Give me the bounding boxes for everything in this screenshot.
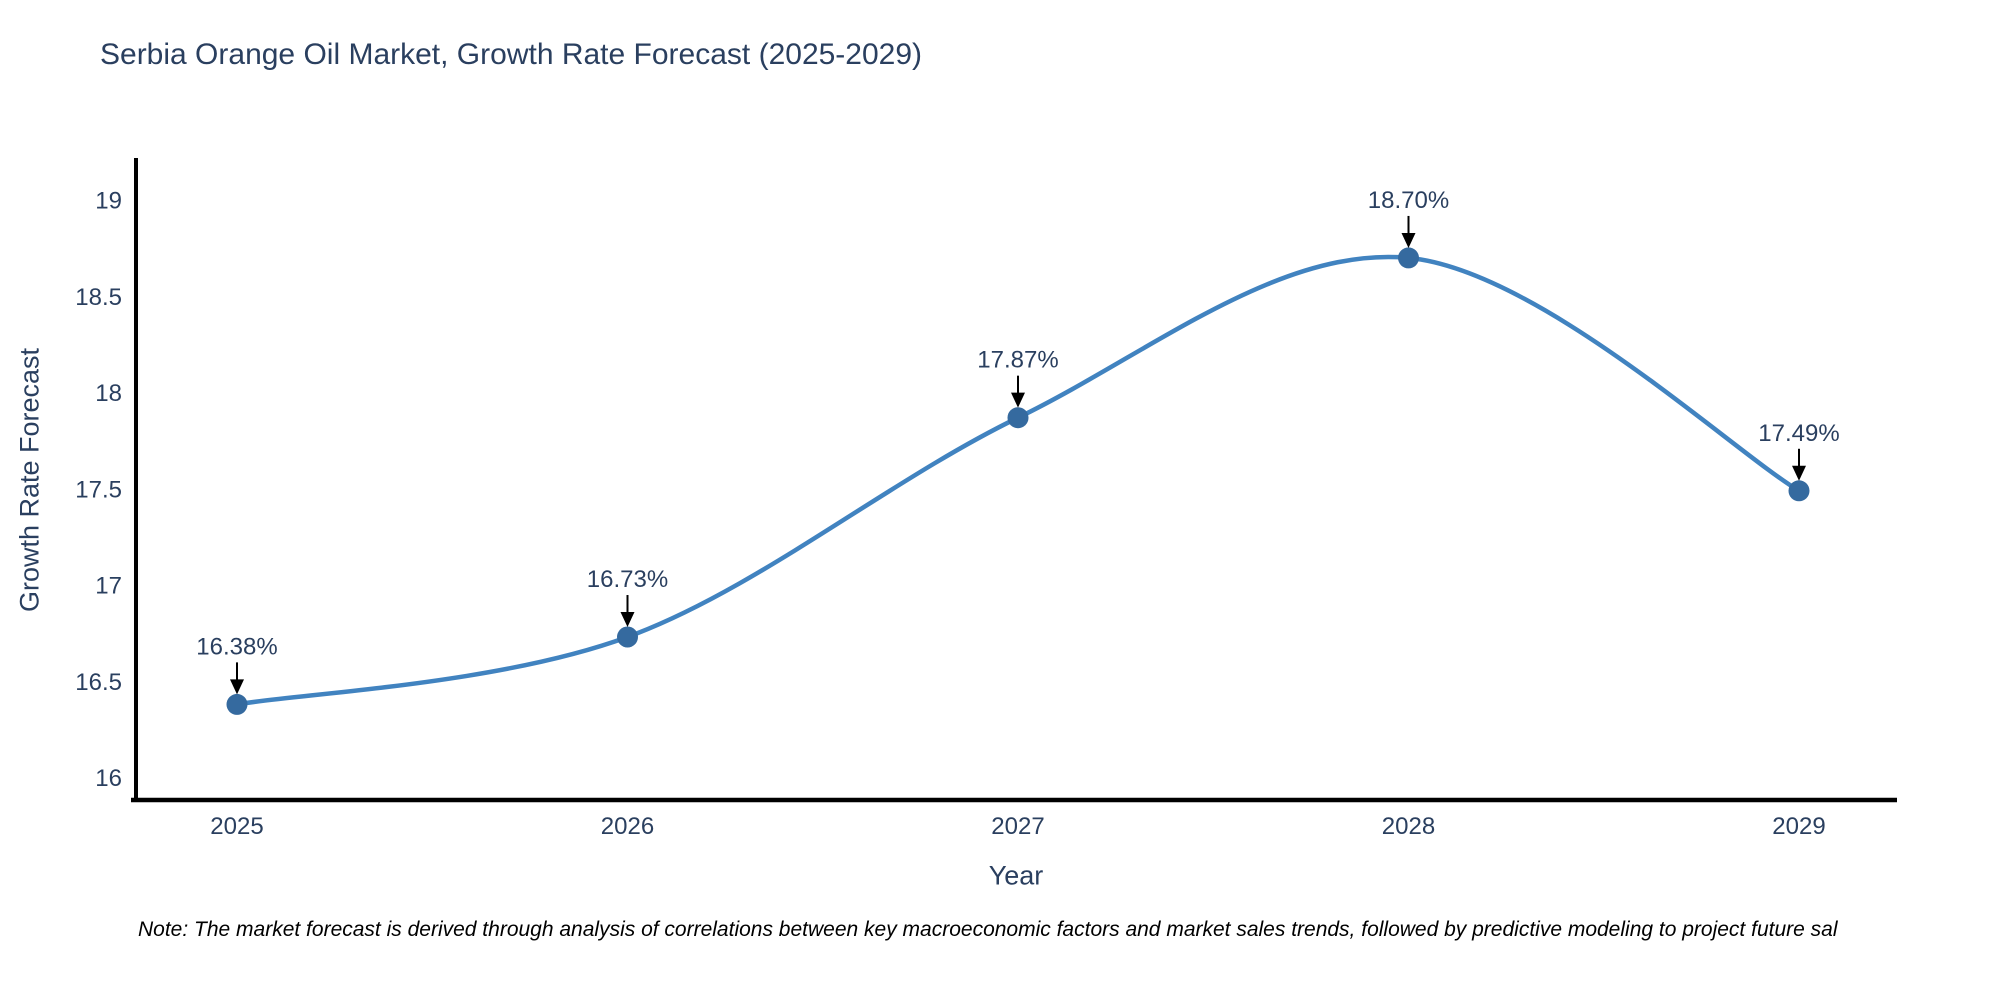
y-tick-label: 16 — [95, 765, 122, 792]
data-point-marker — [226, 693, 248, 715]
point-annotations: 16.38% 16.73% 17.87% 18.70% 17.49% — [196, 187, 1840, 695]
series-line — [234, 254, 1802, 707]
data-point-marker — [617, 626, 638, 648]
y-tick-labels: 16 16.5 17 17.5 18 18.5 19 — [75, 188, 122, 792]
annotation-arrowhead-icon — [1792, 465, 1806, 481]
annotation-arrowhead-icon — [1011, 392, 1025, 408]
point-value-label: 18.70% — [1368, 187, 1449, 214]
y-tick-label: 18.5 — [75, 284, 122, 311]
data-point-marker — [1788, 480, 1810, 502]
x-axis-title: Year — [988, 860, 1044, 891]
y-tick-label: 16.5 — [75, 669, 122, 696]
y-tick-label: 17.5 — [75, 476, 122, 503]
annotation-arrowhead-icon — [230, 679, 244, 695]
point-value-label: 16.38% — [196, 633, 277, 660]
x-tick-label: 2026 — [601, 813, 654, 840]
data-point-marker — [1398, 247, 1419, 269]
point-value-label: 17.49% — [1758, 420, 1839, 447]
annotation-arrowhead-icon — [620, 612, 635, 628]
x-tick-labels: 2025 2026 2027 2028 2029 — [210, 813, 1825, 840]
footnote: Note: The market forecast is derived thr… — [138, 918, 1838, 941]
point-value-label: 17.87% — [977, 347, 1058, 374]
x-tick-label: 2029 — [1772, 813, 1825, 840]
y-tick-label: 19 — [95, 188, 122, 215]
y-tick-label: 17 — [95, 573, 122, 600]
chart-title: Serbia Orange Oil Market, Growth Rate Fo… — [100, 38, 923, 71]
line-series — [226, 247, 1810, 715]
annotation-arrowhead-icon — [1401, 232, 1416, 248]
point-value-label: 16.73% — [587, 566, 668, 593]
x-tick-label: 2028 — [1382, 813, 1435, 840]
x-tick-label: 2027 — [991, 813, 1044, 840]
x-tick-label: 2025 — [210, 813, 263, 840]
y-tick-label: 18 — [95, 380, 122, 407]
data-point-marker — [1007, 407, 1029, 429]
